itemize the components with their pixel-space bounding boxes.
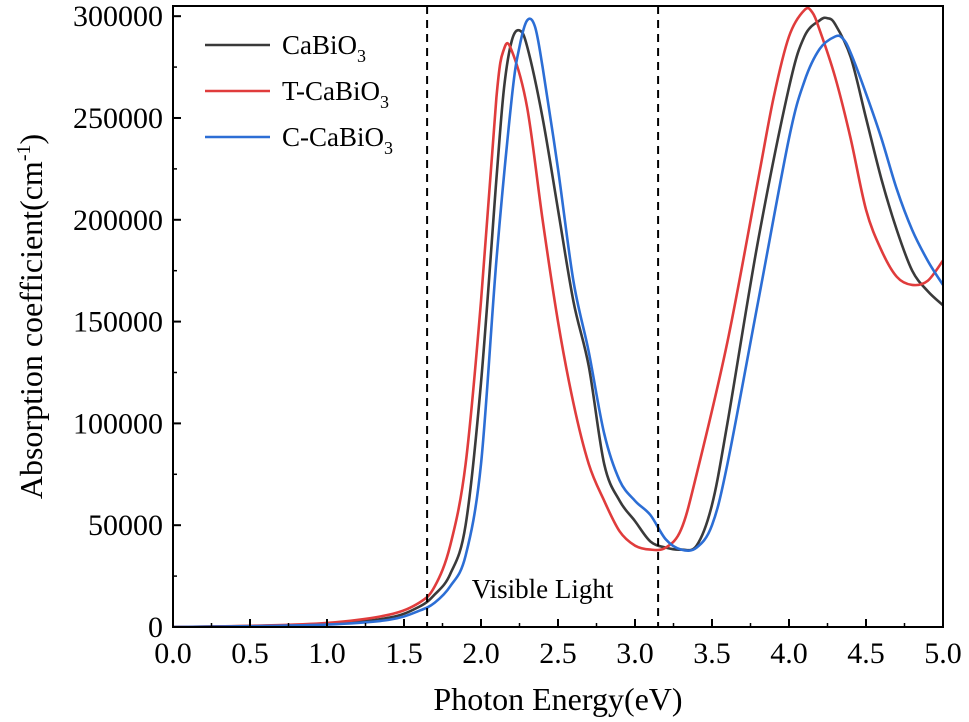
legend-label-main: CaBiO bbox=[282, 30, 357, 60]
x-tick-label: 1.0 bbox=[308, 637, 346, 670]
y-tick-label: 50000 bbox=[88, 509, 163, 542]
y-axis-title: Absorption coefficient(cm-1) bbox=[13, 134, 49, 499]
y-tick-label: 200000 bbox=[73, 204, 163, 237]
y-tick-label: 150000 bbox=[73, 306, 163, 339]
visible-range-markers bbox=[426, 6, 660, 627]
series-lines bbox=[173, 6, 943, 627]
visible-light-label: Visible Light bbox=[472, 574, 614, 604]
series-line-0 bbox=[173, 16, 943, 627]
y-axis-title-close: ) bbox=[13, 134, 49, 145]
y-tick-label: 100000 bbox=[73, 407, 163, 440]
x-tick-label: 4.0 bbox=[770, 637, 808, 670]
y-tick-label: 300000 bbox=[73, 0, 163, 33]
y-axis-ticks: 0 50000 100000 150000 200000 250000 300000 bbox=[73, 0, 181, 644]
x-tick-label: 2.0 bbox=[462, 637, 500, 670]
legend-label-2: C-CaBiO3 bbox=[282, 122, 393, 158]
x-axis-title: Photon Energy(eV) bbox=[433, 681, 682, 717]
series-line-2 bbox=[173, 17, 943, 627]
y-tick-label: 250000 bbox=[73, 102, 163, 135]
x-tick-label: 0.5 bbox=[231, 637, 269, 670]
x-tick-label: 2.5 bbox=[539, 637, 577, 670]
x-tick-label: 1.5 bbox=[385, 637, 423, 670]
x-tick-label: 3.0 bbox=[616, 637, 654, 670]
legend-label-main: C-CaBiO bbox=[282, 122, 384, 152]
y-axis-title-sup: -1 bbox=[13, 145, 35, 162]
y-axis-title-main: Absorption coefficient(cm bbox=[13, 161, 49, 499]
legend-label-main: T-CaBiO bbox=[282, 76, 380, 106]
legend-label-sub: 3 bbox=[384, 138, 393, 158]
x-tick-label: 0.0 bbox=[154, 637, 192, 670]
legend-label-sub: 3 bbox=[357, 46, 366, 66]
series-line-1 bbox=[173, 6, 943, 627]
legend-label-0: CaBiO3 bbox=[282, 30, 366, 66]
x-tick-label: 5.0 bbox=[924, 637, 962, 670]
x-tick-label: 4.5 bbox=[847, 637, 885, 670]
x-axis-ticks: 0.0 0.5 1.0 1.5 2.0 2.5 3.0 3.5 4.0 4.5 5.0 bbox=[154, 619, 962, 670]
legend-label-sub: 3 bbox=[380, 92, 389, 112]
x-tick-label: 3.5 bbox=[693, 637, 731, 670]
y-tick-label: 0 bbox=[148, 611, 163, 644]
legend-label-1: T-CaBiO3 bbox=[282, 76, 389, 112]
